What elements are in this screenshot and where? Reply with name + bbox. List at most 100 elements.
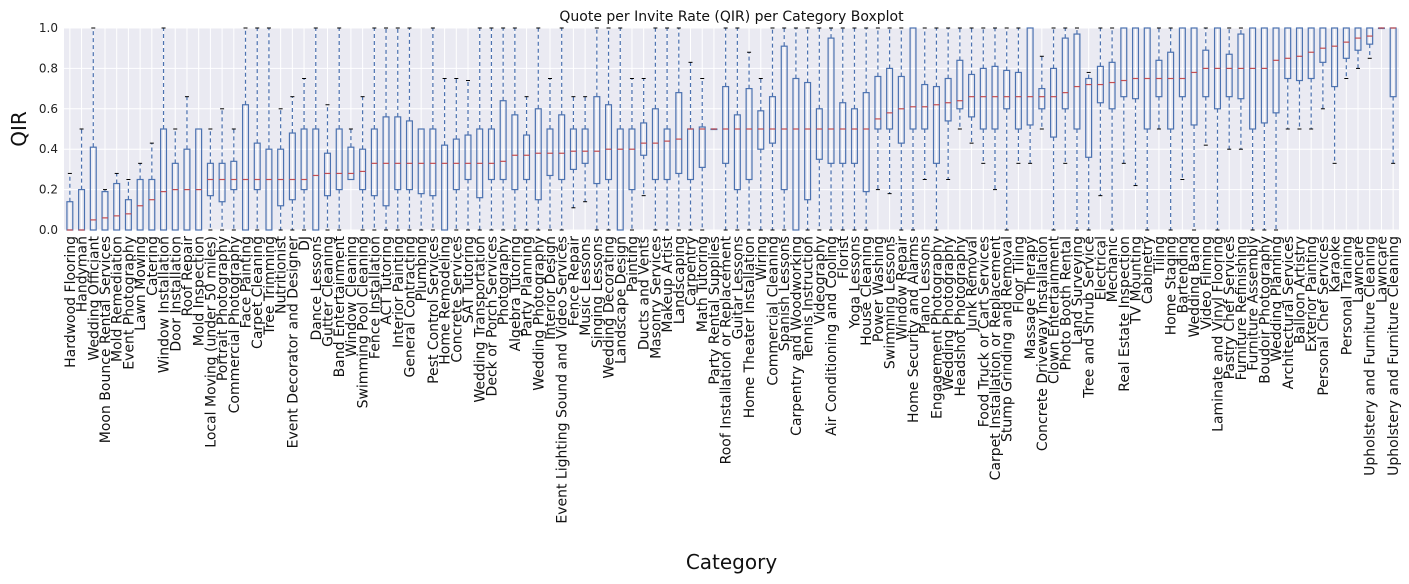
box-iqr — [1085, 77, 1093, 158]
x-tick-label: Concrete Services — [449, 236, 465, 363]
x-tick-label: Roof Repair — [180, 236, 196, 317]
x-tick-label: Lawn Mowing — [133, 236, 149, 331]
box-25 — [359, 96, 367, 231]
box-8 — [160, 27, 168, 231]
box-iqr — [394, 116, 402, 191]
x-tick-label: Portrait Photography — [215, 236, 231, 381]
y-tick-label: 0.6 — [39, 102, 58, 116]
x-tick-label: Wedding Photography — [941, 236, 957, 391]
box-iqr — [698, 126, 706, 168]
box-iqr — [780, 45, 788, 191]
box-iqr — [886, 67, 894, 130]
box-iqr — [253, 142, 261, 191]
box-iqr — [89, 146, 97, 231]
x-tick-label: Air Conditioning and Cooling — [824, 236, 840, 436]
box-iqr — [1295, 27, 1303, 82]
box-iqr — [1307, 27, 1315, 80]
box-40 — [534, 27, 542, 231]
box-51 — [663, 27, 671, 231]
x-tick-label: Window Repair — [894, 236, 910, 341]
box-iqr — [441, 144, 449, 231]
box-54 — [698, 78, 706, 231]
box-15 — [241, 27, 250, 231]
box-102 — [1260, 27, 1268, 231]
box-39 — [523, 96, 531, 231]
box-37 — [499, 27, 507, 231]
box-4 — [113, 172, 121, 231]
box-47 — [616, 27, 624, 231]
x-tick-label: ACT Tutoring — [379, 236, 395, 325]
box-36 — [487, 27, 495, 231]
x-tick-label: Electrical — [1093, 236, 1109, 300]
box-75 — [944, 27, 952, 180]
x-tick-label: Upholstery and Furniture Cleaning — [1363, 236, 1379, 476]
box-iqr — [616, 128, 624, 231]
box-6 — [136, 162, 144, 231]
x-tick-label: Home Remodeling — [438, 236, 454, 365]
box-iqr — [1319, 27, 1327, 63]
x-tick-label: Pastry Chef Services — [1222, 236, 1238, 379]
box-65 — [827, 27, 835, 231]
box-63 — [804, 27, 812, 231]
box-iqr — [768, 96, 777, 144]
box-iqr — [897, 75, 905, 144]
x-tick-label: Videography — [812, 236, 828, 325]
x-tick-label: Makeup Artist — [660, 235, 676, 332]
box-iqr — [1202, 49, 1210, 98]
x-tick-label: Fence Repair — [566, 236, 582, 327]
box-24 — [347, 128, 355, 181]
box-42 — [558, 27, 566, 231]
box-iqr — [499, 100, 507, 181]
x-tick-label: Cabinetry — [1140, 236, 1156, 304]
box-iqr — [1225, 53, 1233, 98]
x-tick-label: Party Planning — [520, 236, 536, 337]
x-tick-label: Karaoke — [1328, 236, 1344, 293]
box-48 — [628, 78, 636, 231]
box-iqr — [195, 128, 203, 231]
x-tick-label: TV Mounting — [1129, 236, 1145, 325]
x-tick-label: Landscaping — [672, 236, 688, 324]
box-iqr — [1284, 27, 1292, 80]
box-iqr — [792, 77, 800, 231]
box-iqr — [733, 114, 741, 191]
box-17 — [265, 27, 273, 231]
x-tick-label: Interior Design — [543, 236, 559, 340]
box-iqr — [1050, 67, 1058, 138]
x-tick-label: Tree and Shrub Service — [1082, 236, 1098, 399]
box-34 — [464, 80, 472, 231]
box-5 — [124, 179, 132, 231]
x-tick-label: Moon Bounce Rental Services — [98, 236, 114, 443]
x-tick-label: Carpentry and Woodworking — [789, 236, 805, 436]
box-iqr — [124, 199, 132, 231]
box-82 — [1026, 27, 1034, 164]
x-tick-label: Floor Tiling — [1011, 236, 1027, 313]
x-tick-label: Roof Installation or Replacement — [719, 236, 735, 465]
box-iqr — [1272, 27, 1280, 114]
box-iqr — [628, 128, 636, 191]
box-iqr — [593, 96, 601, 185]
box-iqr — [534, 108, 542, 201]
x-tick-label: Furniture Assembly — [1246, 236, 1262, 371]
x-tick-label: Singing Lessons — [590, 236, 606, 348]
box-9 — [171, 128, 179, 231]
box-iqr — [979, 67, 987, 130]
box-iqr — [160, 128, 168, 231]
x-tick-label: Real Estate Inspection — [1117, 236, 1133, 392]
box-94 — [1167, 27, 1175, 231]
x-tick-label: Junk Removal — [965, 236, 981, 332]
box-13 — [218, 108, 226, 231]
box-iqr — [839, 102, 847, 164]
x-tick-label: Hardwood Flooring — [63, 236, 79, 368]
box-iqr — [932, 85, 940, 164]
x-tick-label: Math Tutoring — [695, 236, 711, 332]
x-tick-label: Commercial Cleaning — [765, 236, 781, 386]
x-tick-label: Stump Grinding and Removal — [1000, 236, 1016, 442]
x-tick-label: Concrete Driveway Installation — [1035, 236, 1051, 451]
x-tick-label: Deck or Porch Services — [484, 236, 500, 396]
x-tick-label: Home Staging — [1164, 236, 1180, 335]
box-12 — [206, 128, 214, 231]
x-tick-label: Piano Lessons — [918, 236, 934, 334]
x-tick-label: Event Decorator and Designer — [285, 236, 301, 449]
x-tick-label: Wedding Band — [1187, 236, 1203, 337]
